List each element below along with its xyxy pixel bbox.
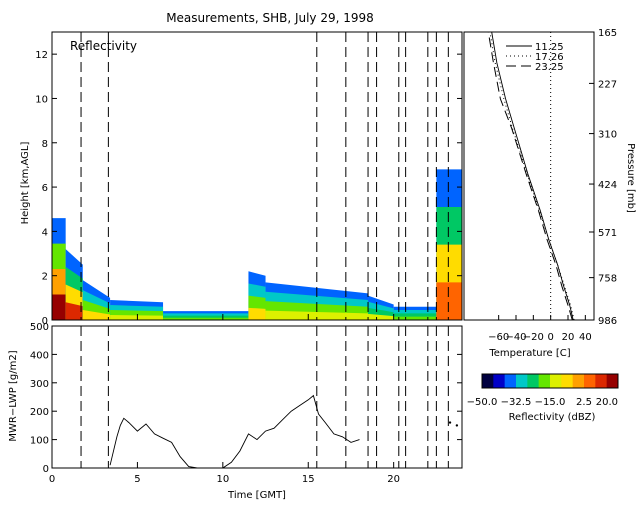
height-tick-label-0: 0 (42, 316, 48, 327)
colorbar-tick-label-3: 2.5 (576, 397, 592, 408)
height-tick-label-4: 8 (42, 139, 48, 150)
temperature-axis-ticks: −60−40−20 0 20 40 (488, 315, 592, 343)
colorbar-tick-label-1: −32.5 (501, 397, 532, 408)
lwp-frame (51, 325, 463, 469)
pressure-tick-label-2: 310 (598, 130, 617, 141)
temperature-profile-1 (489, 31, 575, 321)
time-tick-label-4: 20 (387, 474, 400, 485)
time-axis-label: Time [GMT] (227, 490, 286, 501)
pressure-tick-label-1: 227 (598, 79, 617, 90)
colorbar-cell-4 (527, 374, 540, 388)
temperature-tick-label-0: −60 (488, 332, 509, 343)
legend-label-1: 17.26 (535, 52, 564, 63)
lwp-tick-label-2: 200 (30, 407, 49, 418)
temperature-tick-label-1: −40 (505, 332, 526, 343)
height-tick-label-6: 12 (35, 50, 48, 61)
temperature-tick-label-3: 0 (547, 332, 553, 343)
time-tick-label-2: 10 (216, 474, 229, 485)
temperature-tick-label-5: 40 (579, 332, 592, 343)
pressure-tick-label-3: 424 (598, 180, 617, 191)
colorbar-gradient (482, 374, 619, 388)
cloud-region-1-band-3 (65, 302, 83, 320)
colorbar-cell-6 (550, 374, 562, 388)
lwp-trace (109, 394, 360, 469)
time-axis-ticks: 0 5 10 15 20 (49, 314, 400, 485)
colorbar-cell-3 (516, 374, 528, 388)
lwp-tick-label-1: 100 (30, 436, 49, 447)
temperature-frame (463, 31, 595, 321)
height-tick-label-5: 10 (35, 94, 48, 105)
temperature-axis-label: Temperature [C] (488, 348, 570, 359)
temperature-tick-label-2: −20 (523, 332, 544, 343)
colorbar-cell-5 (538, 374, 551, 388)
pressure-tick-label-4: 571 (598, 228, 617, 239)
temperature-tick-label-4: 20 (562, 332, 575, 343)
temperature-profile-0 (491, 31, 574, 321)
colorbar-cell-11 (606, 374, 619, 388)
cloud-region-2-band-3 (82, 310, 111, 320)
time-tick-label-0: 0 (49, 474, 55, 485)
pressure-axis-label: Pressure [mb] (625, 143, 636, 213)
lwp-tick-label-4: 400 (30, 350, 49, 361)
temperature-profiles (487, 31, 575, 321)
lwp-axis-label: MWR−LWP [g/m2] (8, 350, 19, 441)
colorbar-tick-label-2: −15.0 (535, 397, 566, 408)
legend-label-0: 11.25 (535, 42, 564, 53)
pressure-axis-ticks: 165 227 310 424 571 758 986 (589, 28, 617, 327)
colorbar-tick-label-4: 20.0 (596, 397, 618, 408)
time-marker-lines-bottom (80, 326, 449, 468)
time-tick-label-3: 15 (302, 474, 315, 485)
pressure-tick-label-6: 986 (598, 316, 617, 327)
cloud-region-3-band-3 (110, 315, 164, 320)
cloud-region-8-band-3 (393, 316, 449, 320)
height-tick-label-3: 6 (42, 183, 48, 194)
colorbar-cell-0 (482, 374, 494, 388)
time-marker-lines-top (80, 32, 449, 320)
cloud-region-6-band-3 (265, 310, 369, 320)
legend-label-2: 23.25 (535, 62, 564, 73)
panel-label: Reflectivity (70, 39, 137, 53)
cloud-region-9-band-3 (436, 282, 462, 320)
colorbar-cell-9 (584, 374, 596, 388)
colorbar-cell-7 (561, 374, 574, 388)
colorbar-frame (481, 373, 619, 389)
temperature-profile-2 (487, 31, 573, 321)
colorbar: −50.0 −32.5 −15.0 2.5 20.0 Reflectivity (dBZ… (467, 373, 619, 423)
cloud-region-5-band-3 (248, 307, 266, 320)
cloud-field (52, 169, 462, 320)
lwp-tick-label-5: 500 (30, 322, 49, 333)
colorbar-ticks: −50.0 −32.5 −15.0 2.5 20.0 (467, 397, 618, 408)
height-tick-label-1: 2 (42, 272, 48, 283)
cloud-region-4-band-3 (163, 317, 249, 320)
pressure-tick-label-0: 165 (598, 28, 617, 39)
colorbar-cell-1 (493, 374, 506, 388)
colorbar-tick-label-0: −50.0 (467, 397, 498, 408)
lwp-point-0 (448, 421, 452, 424)
pressure-tick-label-5: 758 (598, 274, 617, 285)
height-tick-label-2: 4 (42, 227, 48, 238)
chart-title: Measurements, SHB, July 29, 1998 (166, 11, 374, 25)
lwp-tick-label-3: 300 (30, 379, 49, 390)
lwp-tick-label-0: 0 (43, 464, 49, 475)
height-axis-label: Height [km,AGL] (20, 142, 31, 225)
reflectivity-frame (51, 31, 463, 321)
colorbar-cell-2 (504, 374, 517, 388)
colorbar-cell-10 (595, 374, 608, 388)
cloud-region-7-band-3 (368, 313, 394, 320)
lwp-axis-ticks: 0 100 200 300 400 500 (30, 322, 462, 475)
lwp-point-1 (455, 424, 459, 427)
cloud-region-0-band-3 (52, 294, 66, 320)
time-tick-label-1: 5 (134, 474, 140, 485)
colorbar-cell-8 (572, 374, 585, 388)
reflectivity-panel: Reflectivity 0 2 4 6 8 10 12 Height [km,AGL] (20, 31, 463, 327)
colorbar-label: Reflectivity (dBZ) (509, 412, 596, 423)
lwp-trailing-points (448, 421, 459, 427)
lwp-panel: 0 100 200 300 400 500 0 5 10 15 20 MWR−LWP [g/m2]… (8, 314, 463, 501)
